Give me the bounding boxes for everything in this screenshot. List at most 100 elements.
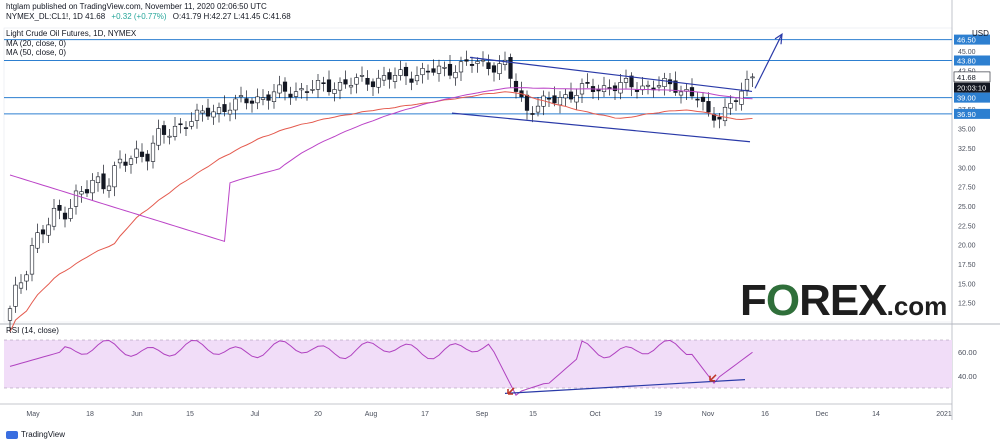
- candle-body: [189, 121, 194, 127]
- price-label-box: [954, 34, 990, 45]
- ma20-legend: MA (20, close, 0): [6, 39, 67, 48]
- candle-body: [436, 65, 442, 74]
- candle-body: [233, 98, 238, 111]
- projection-arrow: [754, 33, 783, 89]
- y-tick-label: 17.50: [958, 262, 976, 269]
- candle-body: [150, 142, 156, 162]
- ma50-legend: MA (50, close, 0): [6, 48, 67, 57]
- candle-body: [216, 107, 222, 114]
- logo-rex: REX: [799, 276, 887, 325]
- x-tick-label: 15: [186, 411, 194, 418]
- candle-body: [326, 79, 332, 93]
- x-tick-label: 2021: [936, 411, 952, 418]
- price-label: 36.90: [957, 110, 976, 119]
- candle-body: [18, 282, 24, 289]
- candle-body: [315, 80, 321, 90]
- published-line: htglam published on TradingView.com, Nov…: [6, 2, 271, 11]
- price-label: 20:03:10: [957, 84, 986, 93]
- candle-body: [238, 95, 244, 98]
- candle-body: [392, 75, 398, 82]
- candle-body: [260, 97, 266, 100]
- candle-body: [656, 85, 662, 88]
- y-tick-label: 12.50: [958, 301, 976, 308]
- candle-body: [156, 128, 161, 146]
- candle-body: [282, 81, 288, 92]
- candle-body: [750, 76, 755, 79]
- x-tick-label: 15: [529, 411, 537, 418]
- ohlc-text: O:41.79 H:42.27 L:41.45 C:41.68: [172, 12, 291, 21]
- candle-body: [40, 229, 46, 235]
- candle-body: [348, 85, 354, 88]
- arrowhead: [774, 32, 783, 45]
- x-tick-label: 19: [654, 411, 662, 418]
- candle-body: [266, 94, 271, 101]
- candle-body: [293, 91, 299, 97]
- candle-body: [343, 79, 348, 85]
- y-tick-label: 22.50: [958, 223, 976, 230]
- price-label: 41.68: [957, 73, 976, 82]
- candle-body: [700, 96, 706, 102]
- candle-body: [475, 61, 480, 64]
- candle-body: [359, 75, 365, 77]
- logo-o: O: [765, 276, 800, 325]
- candle-body: [552, 95, 557, 104]
- candle-body: [524, 94, 530, 111]
- candle-body: [222, 104, 227, 112]
- candle-body: [722, 106, 728, 122]
- candle-body: [310, 89, 315, 91]
- candle-body: [453, 72, 458, 79]
- candle-body: [634, 89, 640, 92]
- candle-body: [486, 62, 491, 70]
- tradingview-text: TradingView: [21, 430, 66, 439]
- candle-body: [24, 274, 29, 282]
- x-tick-label: 14: [872, 411, 880, 418]
- price-label-box: [953, 71, 991, 83]
- x-tick-label: Sep: [476, 411, 489, 418]
- candle-body: [106, 185, 112, 191]
- currency-label: USD: [972, 29, 989, 38]
- candle-body: [612, 85, 618, 92]
- x-tick-label: Dec: [816, 411, 829, 418]
- candle-body: [403, 66, 409, 77]
- candle-body: [101, 173, 106, 190]
- candle-body: [304, 91, 310, 93]
- change-text: +0.32 (+0.77%): [111, 12, 167, 21]
- candle-body: [79, 191, 84, 195]
- candle-body: [563, 94, 568, 99]
- candle-body: [513, 80, 519, 92]
- candle-body: [29, 245, 35, 275]
- candle-body: [464, 59, 469, 62]
- forex-logo: FOREX.com: [740, 276, 947, 326]
- candle-body: [491, 65, 497, 73]
- candle-body: [249, 100, 255, 104]
- rsi-tick-label: 40.00: [958, 372, 977, 381]
- candle-body: [167, 135, 172, 138]
- candle-body: [227, 109, 233, 115]
- candle-body: [57, 204, 62, 211]
- x-tick-label: May: [26, 411, 40, 418]
- candle-body: [414, 75, 420, 82]
- price-label-box: [954, 55, 990, 66]
- candle-body: [51, 207, 57, 227]
- price-label: 46.50: [957, 36, 976, 45]
- candle-body: [425, 70, 431, 73]
- y-tick-label: 35.00: [958, 127, 976, 134]
- candle-body: [458, 61, 464, 73]
- candle-body: [480, 59, 486, 62]
- candle-body: [370, 81, 376, 88]
- y-tick-label: 30.00: [958, 165, 976, 172]
- candle-body: [717, 116, 722, 120]
- y-tick-label: 27.50: [958, 185, 976, 192]
- published-text: htglam published on TradingView.com, Nov…: [6, 2, 267, 11]
- y-tick-label: 32.50: [958, 146, 976, 153]
- candle-body: [508, 57, 513, 79]
- candle-body: [381, 75, 387, 81]
- candle-body: [194, 109, 200, 121]
- candle-body: [84, 189, 90, 194]
- candle-body: [695, 98, 700, 101]
- rsi-line: [9, 339, 753, 396]
- candle-body: [585, 82, 590, 84]
- rsi-legend: RSI (14, close): [6, 326, 59, 335]
- y-tick-label: 15.00: [958, 281, 976, 288]
